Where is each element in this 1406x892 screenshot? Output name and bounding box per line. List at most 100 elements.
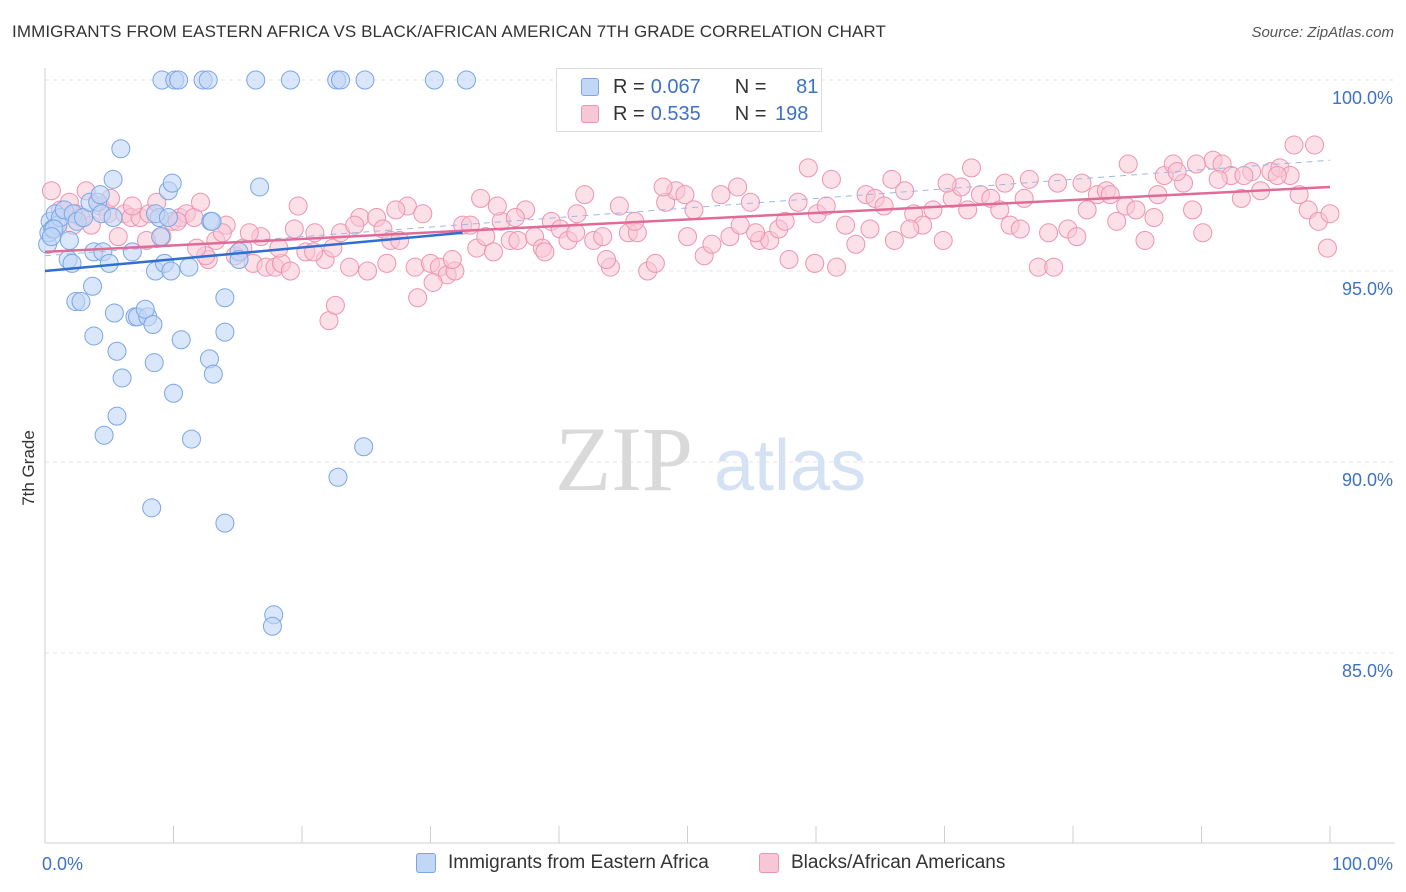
pink-point [280,261,300,281]
pink-point [846,234,866,254]
pink-point [108,227,128,247]
pink-point [1208,169,1228,189]
pink-point [937,173,957,193]
pink-point [505,208,525,228]
legend-row-pink: R = 0.535 N = 198 [581,101,808,127]
pink-point [122,196,142,216]
pink-point [345,215,365,235]
pink-point [995,173,1015,193]
blue-trend-extension [44,159,1331,257]
blue-point [84,326,104,346]
legend-item-eastern-africa: Immigrants from Eastern Africa [416,852,709,874]
watermark-atlas: atlas [714,426,866,506]
pink-point [1267,166,1287,185]
pink-point [836,215,856,235]
pink-point [597,250,617,270]
blue-point [71,292,91,312]
blue-point [107,341,127,361]
blue-point [94,425,114,445]
pink-point [990,200,1010,220]
legend-r-label: R = [613,75,645,98]
pink-point [1305,135,1325,155]
legend-label: Immigrants from Eastern Africa [448,852,709,873]
pink-point [775,211,795,231]
pink-point [645,253,665,273]
blue-swatch [416,853,436,873]
blue-point [354,437,374,457]
correlation-legend: R = 0.067 N = 81 R = 0.535 N = 198 [556,68,822,132]
blue-point [250,177,270,197]
pink-point [593,227,613,247]
y-tick-label: 100.0% [1332,88,1393,108]
pink-point [476,227,496,247]
y-tick-label: 90.0% [1342,470,1393,490]
pink-point [961,158,981,178]
blue-point [162,173,182,193]
legend-r-label: R = [613,102,645,125]
blue-point [111,139,131,159]
blue-point [215,513,235,533]
blue-point [198,70,218,90]
pink-point [239,223,259,243]
blue-point [262,616,282,636]
blue-point [103,208,123,228]
pink-point [377,253,397,273]
pink-point [816,196,836,216]
pink-point [1072,173,1092,193]
pink-point [1019,169,1039,189]
blue-point [104,303,124,323]
pink-point [805,253,825,273]
pink-point [1014,188,1034,208]
pink-point [923,200,943,220]
pink-point [1284,135,1304,155]
blue-point [179,257,199,277]
blue-point [144,353,164,373]
pink-point [386,200,406,220]
pink-point [423,272,443,292]
blue-point [143,314,163,334]
pink-point [711,185,731,205]
pink-point [827,257,847,277]
pink-point [746,223,766,243]
pink-point [471,188,491,208]
pink-point [358,261,378,281]
pink-point [1186,154,1206,174]
x-tick-label: 0.0% [42,854,83,874]
pink-point [187,238,207,258]
tick-labels: 100.0% 95.0% 90.0% 85.0% 0.0% 100.0% [42,88,1393,874]
pink-point [487,196,507,216]
blue-point [135,299,155,319]
pink-point [442,250,462,270]
pink-point [483,242,503,262]
pink-point [340,257,360,277]
blue-point [229,250,249,270]
pink-point [1044,257,1064,277]
pink-point [575,185,595,205]
pink-point [958,200,978,220]
pink-point [566,223,586,243]
blue-point [107,406,127,426]
pink-trend-line [44,185,1331,254]
blue-point [90,185,110,205]
pink-point [684,200,704,220]
pink-point [508,230,528,250]
pink-point [860,219,880,239]
blue-point [171,330,191,350]
watermark: ZIP atlas [555,408,866,510]
pink-point [675,185,695,205]
blue-point [355,70,375,90]
blue-point [456,70,476,90]
legend-r-value: 0.067 [650,75,701,98]
pink-point [1048,173,1068,193]
blue-point [203,364,223,384]
pink-point [609,196,629,216]
blue-point [83,276,103,296]
pink-point [798,158,818,178]
pink-swatch [759,853,779,873]
pink-point [190,192,210,212]
chart-title: IMMIGRANTS FROM EASTERN AFRICA VS BLACK/… [12,22,886,41]
blue-point [103,169,123,189]
blue-point [122,242,142,262]
pink-swatch [581,105,599,123]
pink-point [535,242,555,262]
